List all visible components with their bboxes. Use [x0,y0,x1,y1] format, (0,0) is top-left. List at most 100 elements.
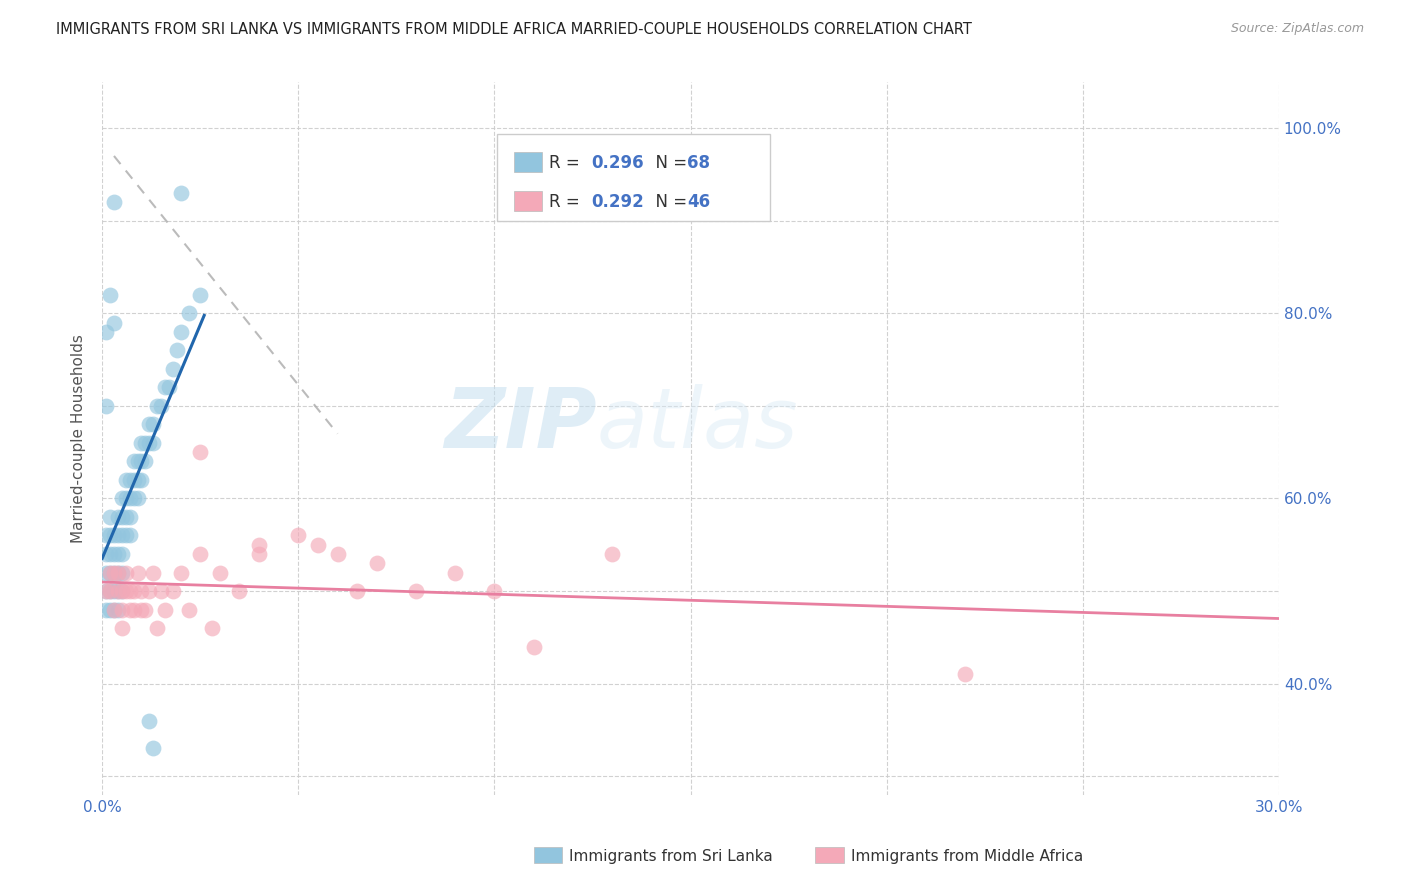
Text: R =: R = [548,154,585,172]
Text: Source: ZipAtlas.com: Source: ZipAtlas.com [1230,22,1364,36]
Point [107,528,129,542]
Point [111,491,134,506]
Point [103,566,125,580]
Point [188,445,211,459]
Point [142,417,165,432]
Point [150,584,173,599]
Point [131,602,153,616]
Point [142,741,165,756]
Point [98,510,121,524]
Point [131,454,153,468]
Point [118,473,141,487]
Point [127,454,149,468]
Point [111,621,134,635]
Text: 0.292: 0.292 [591,193,644,211]
Text: R =: R = [548,193,585,211]
Point [107,566,129,580]
Point [122,491,145,506]
Point [134,436,156,450]
Point [142,566,165,580]
Point [600,547,623,561]
Point [107,602,129,616]
Point [94,528,117,542]
Point [118,584,141,599]
Point [162,362,184,376]
Point [118,491,141,506]
Point [111,547,134,561]
Text: 46: 46 [688,193,710,211]
Point [169,325,191,339]
Point [103,602,125,616]
Point [166,343,188,358]
Point [103,584,125,599]
Point [107,547,129,561]
Point [162,584,184,599]
Point [103,316,125,330]
Point [94,399,117,413]
Point [98,584,121,599]
Point [208,566,231,580]
Text: atlas: atlas [596,384,799,465]
Point [122,454,145,468]
Text: N =: N = [645,193,692,211]
Point [131,584,153,599]
Point [247,547,270,561]
Point [122,584,145,599]
Text: IMMIGRANTS FROM SRI LANKA VS IMMIGRANTS FROM MIDDLE AFRICA MARRIED-COUPLE HOUSEH: IMMIGRANTS FROM SRI LANKA VS IMMIGRANTS … [56,22,972,37]
Point [98,602,121,616]
Point [287,528,309,542]
Point [94,566,117,580]
Point [118,510,141,524]
Point [111,510,134,524]
Point [127,473,149,487]
Point [103,528,125,542]
Point [153,380,176,394]
Point [118,528,141,542]
Point [146,621,169,635]
Point [114,473,136,487]
Point [346,584,368,599]
Point [94,547,117,561]
Y-axis label: Married-couple Households: Married-couple Households [72,334,86,542]
Point [98,547,121,561]
Point [188,288,211,302]
Point [131,436,153,450]
Point [138,714,160,728]
Point [94,584,117,599]
Point [484,584,506,599]
Text: N =: N = [645,154,692,172]
Point [107,566,129,580]
Point [157,380,180,394]
Point [444,566,467,580]
Point [103,547,125,561]
Point [326,547,349,561]
Point [118,602,141,616]
Point [177,306,200,320]
Point [98,584,121,599]
Point [111,566,134,580]
Point [103,566,125,580]
Point [111,584,134,599]
Point [103,195,125,210]
Point [114,528,136,542]
Point [98,566,121,580]
Point [169,186,191,200]
Point [114,584,136,599]
Point [114,566,136,580]
Point [134,454,156,468]
Point [131,473,153,487]
Point [138,584,160,599]
Point [94,602,117,616]
Point [307,538,329,552]
Point [366,556,388,570]
Point [177,602,200,616]
Point [94,325,117,339]
Point [98,528,121,542]
Point [201,621,224,635]
Text: Immigrants from Sri Lanka: Immigrants from Sri Lanka [569,849,773,864]
Text: 68: 68 [688,154,710,172]
Point [103,602,125,616]
Point [107,584,129,599]
Point [228,584,250,599]
Text: 0.296: 0.296 [591,154,644,172]
